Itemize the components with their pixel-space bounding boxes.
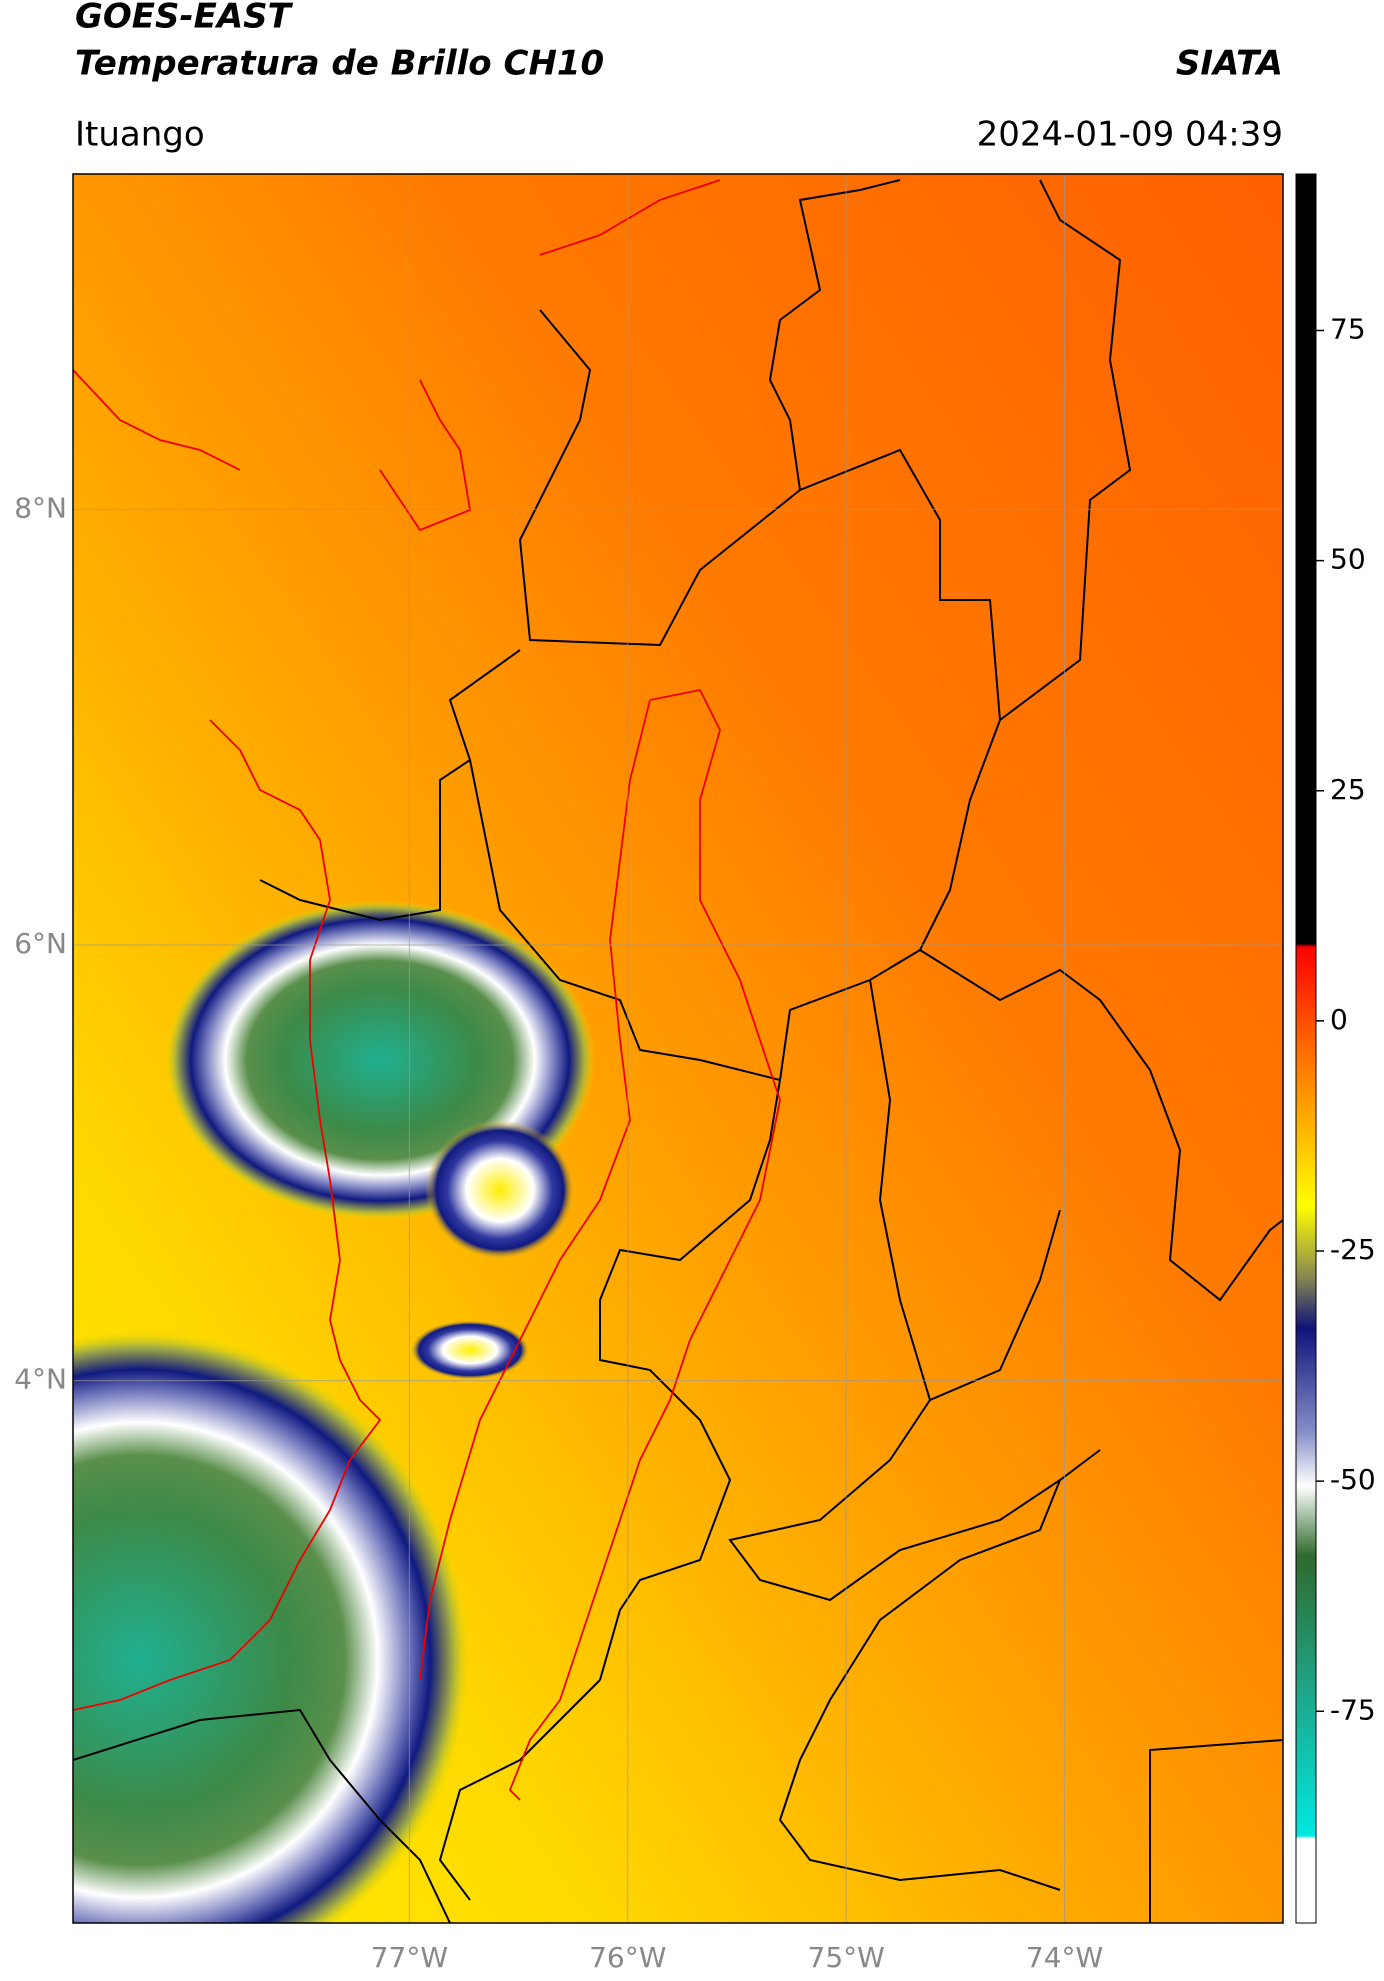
map-image	[73, 174, 1283, 1923]
colorbar-tick-label: 75	[1330, 312, 1366, 345]
cloud	[410, 1320, 530, 1380]
lat-label: 4°N	[14, 1363, 67, 1396]
lon-label: 74°W	[1026, 1941, 1103, 1974]
cloud	[425, 1120, 575, 1260]
colorbar-tick-label: -50	[1330, 1463, 1376, 1496]
colorbar-tick-label: 0	[1330, 1003, 1348, 1036]
coastline	[73, 179, 781, 1801]
lat-label: 8°N	[14, 491, 67, 524]
cloud	[73, 1330, 470, 1923]
colorbar	[1295, 173, 1317, 1924]
border	[73, 179, 1283, 1923]
colorbar-tick-label: 50	[1330, 543, 1366, 576]
colorbar-tick-label: -75	[1330, 1693, 1376, 1726]
colorbar-tick-label: -25	[1330, 1233, 1376, 1266]
lon-label: 77°W	[371, 1941, 448, 1974]
location: Ituango	[75, 115, 205, 155]
source: SIATA	[1176, 44, 1283, 84]
lon-label: 75°W	[808, 1941, 885, 1974]
datetime: 2024-01-09 04:39	[977, 115, 1283, 155]
map-frame	[72, 173, 1284, 1924]
subtitle: Temperatura de Brillo CH10	[75, 44, 604, 84]
graticule	[73, 174, 1283, 1923]
lon-label: 76°W	[589, 1941, 666, 1974]
lat-label: 6°N	[14, 927, 67, 960]
title: GOES-EAST	[75, 0, 294, 37]
colorbar-tick-label: 25	[1330, 773, 1366, 806]
